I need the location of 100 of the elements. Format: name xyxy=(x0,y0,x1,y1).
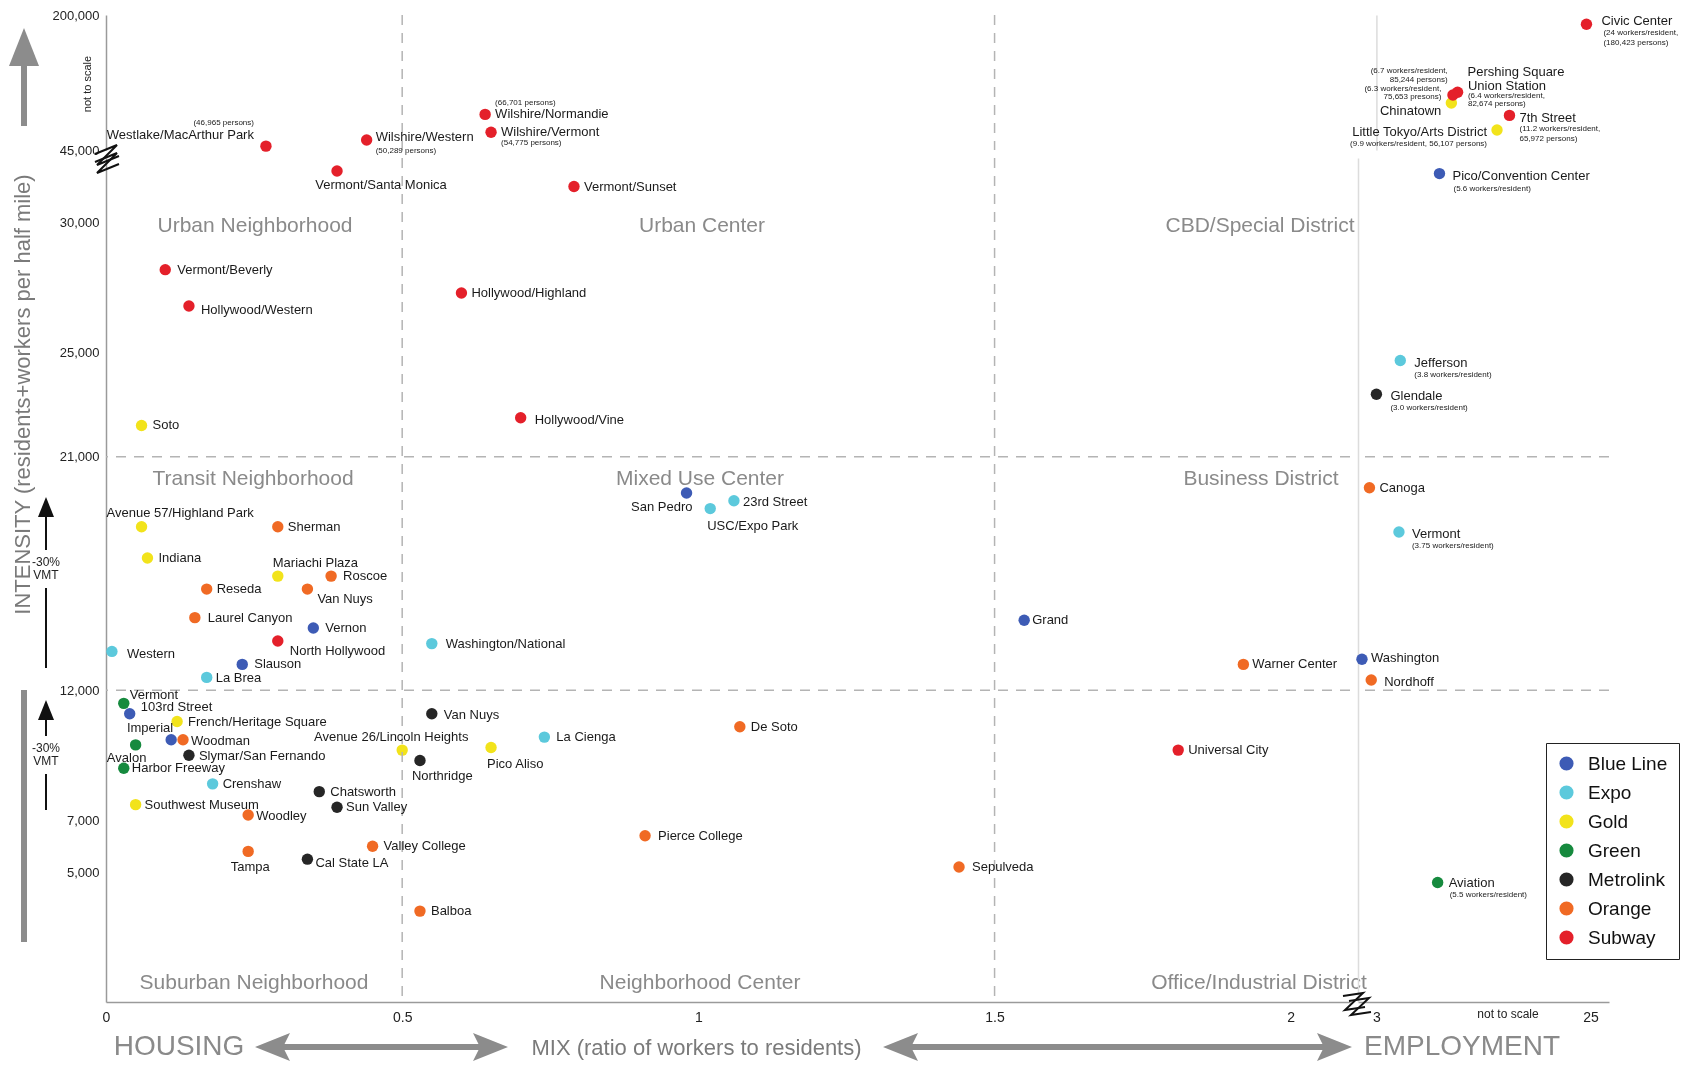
annotation: (5.6 workers/resident) xyxy=(1453,183,1532,193)
annotation: North Hollywood xyxy=(289,643,386,659)
annotation: Pico/Convention Center xyxy=(1452,167,1591,183)
annotation: Wilshire/Normandie xyxy=(495,106,609,122)
annotation: Crenshaw xyxy=(222,775,282,791)
annotation: La Brea xyxy=(215,670,263,686)
annotation: Slymar/San Fernando xyxy=(198,748,326,764)
annotation: Sun Valley xyxy=(346,799,408,815)
annotation: (3.8 workers/resident) xyxy=(1414,369,1492,379)
annotation: (66,701 persons) xyxy=(495,98,556,108)
text: -30% VMT xyxy=(31,741,61,768)
x-tick-label: 0 xyxy=(102,1008,111,1025)
annotation: Woodley xyxy=(256,808,308,824)
annotation: 75,653 presons) xyxy=(1383,91,1442,101)
text: not to scale xyxy=(81,55,93,113)
x-tick-label: 0.5 xyxy=(392,1008,413,1025)
y-tick-label: 5,000 xyxy=(66,864,100,880)
annotation: Woodman xyxy=(191,732,251,748)
legend-label: Blue Line xyxy=(1588,752,1668,774)
y-tick-label: 12,000 xyxy=(59,682,100,698)
x-axis-title: MIX (ratio of workers to residents) xyxy=(531,1034,862,1060)
legend-label: Metrolink xyxy=(1588,868,1666,890)
annotation: Imperial xyxy=(126,719,174,735)
y-tick-label: 200,000 xyxy=(52,7,100,23)
annotation: Vermont xyxy=(1411,525,1461,541)
annotation: (5.5 workers/resident) xyxy=(1449,889,1528,899)
annotation: Valley College xyxy=(383,838,466,854)
annotation: 82,674 persons) xyxy=(1467,98,1527,108)
annotation: Roscoe xyxy=(343,568,388,584)
legend-label: Gold xyxy=(1588,810,1629,832)
legend-label: Orange xyxy=(1588,897,1652,919)
annotation: Warner Center xyxy=(1252,656,1338,672)
annotation: De Soto xyxy=(750,718,798,734)
annotation: Vermont/Santa Monica xyxy=(315,176,448,192)
annotation: Urban Center xyxy=(638,213,766,236)
annotation: (6.4 workers/resident, xyxy=(1467,90,1545,100)
annotation: Transit Neighborhood xyxy=(152,466,354,489)
y-tick-label: 7,000 xyxy=(66,812,100,828)
annotation: Soto xyxy=(152,417,180,433)
annotation: Mariachi Plaza xyxy=(272,555,359,571)
annotation: Southwest Museum xyxy=(144,796,259,812)
annotation: Laurel Canyon xyxy=(207,609,293,625)
annotation: Business District xyxy=(1183,466,1339,489)
annotation: (9.9 workers/resident, 56,107 persons) xyxy=(1350,139,1488,149)
annotation: La Cienga xyxy=(556,729,617,745)
annotation: 7th Street xyxy=(1519,110,1577,126)
annotation: Vernon xyxy=(325,620,367,636)
text: HOUSING xyxy=(113,1030,245,1061)
text: not to scale xyxy=(1477,1007,1540,1021)
annotation: Glendale xyxy=(1390,388,1443,404)
annotation: Nordhoff xyxy=(1384,673,1435,689)
annotation: Chinatown xyxy=(1379,102,1442,118)
annotation: 23rd Street xyxy=(742,493,808,509)
annotation: Vermont/Beverly xyxy=(177,261,274,277)
annotation: Universal City xyxy=(1188,742,1269,758)
annotation: (3.0 workers/resident) xyxy=(1390,403,1469,413)
annotation: Van Nuys xyxy=(443,706,500,722)
annotation: (6.7 workers/resident, xyxy=(1370,66,1448,76)
annotation: Wilshire/Western xyxy=(375,128,474,144)
annotation: French/Heritage Square xyxy=(188,713,327,729)
annotation: (54,775 persons) xyxy=(501,138,562,148)
y-tick-label: 30,000 xyxy=(59,215,100,231)
legend-label: Expo xyxy=(1588,781,1632,803)
annotation: Washington/National xyxy=(445,635,566,651)
annotation: Suburban Neighborhood xyxy=(139,970,369,993)
annotation: CBD/Special District xyxy=(1165,213,1355,236)
annotation: Civic Center xyxy=(1601,13,1673,29)
y-tick-label: 25,000 xyxy=(59,345,100,361)
annotation: Sherman xyxy=(287,518,341,534)
text: EMPLOYMENT xyxy=(1363,1030,1561,1061)
annotation: Avenue 57/Highland Park xyxy=(106,504,255,520)
annotation: (50,289 persons) xyxy=(375,145,437,155)
annotation: Northridge xyxy=(411,768,473,784)
x-tick-label: 2 xyxy=(1287,1008,1296,1025)
annotation: Balboa xyxy=(430,903,473,919)
text: -30% VMT xyxy=(31,555,61,582)
annotation: Slauson xyxy=(254,656,302,672)
annotation: Cal State LA xyxy=(315,855,389,871)
annotation: 65,972 persons) xyxy=(1519,134,1578,144)
annotation: Canoga xyxy=(1379,479,1426,495)
annotation: (6.3 workers/resident, xyxy=(1364,83,1442,93)
annotation: Hollywood/Western xyxy=(200,302,313,318)
annotation: 85,244 persons) xyxy=(1389,75,1448,85)
annotation: Office/Industrial District xyxy=(1151,970,1367,993)
annotation: (11.2 workers/resident, xyxy=(1519,124,1601,134)
annotation: Hollywood/Vine xyxy=(534,411,625,427)
x-tick-label: 1.5 xyxy=(985,1008,1006,1025)
annotation: Westlake/MacArthur Park xyxy=(106,127,255,143)
annotation: Sepulveda xyxy=(972,858,1035,874)
annotation: (46,965 persons) xyxy=(193,118,255,128)
annotation: Mixed Use Center xyxy=(615,466,785,489)
annotation: San Pedro xyxy=(631,499,693,514)
annotation: Neighborhood Center xyxy=(599,970,801,993)
annotation: Reseda xyxy=(216,581,263,597)
x-tick-label: 25 xyxy=(1583,1008,1600,1025)
annotation: Vermont/Sunset xyxy=(583,178,677,194)
annotation: Van Nuys xyxy=(317,591,374,607)
annotation: Pico Aliso xyxy=(487,755,544,771)
annotation: Little Tokyo/Arts District xyxy=(1352,124,1488,140)
annotation: Grand xyxy=(1032,612,1069,628)
